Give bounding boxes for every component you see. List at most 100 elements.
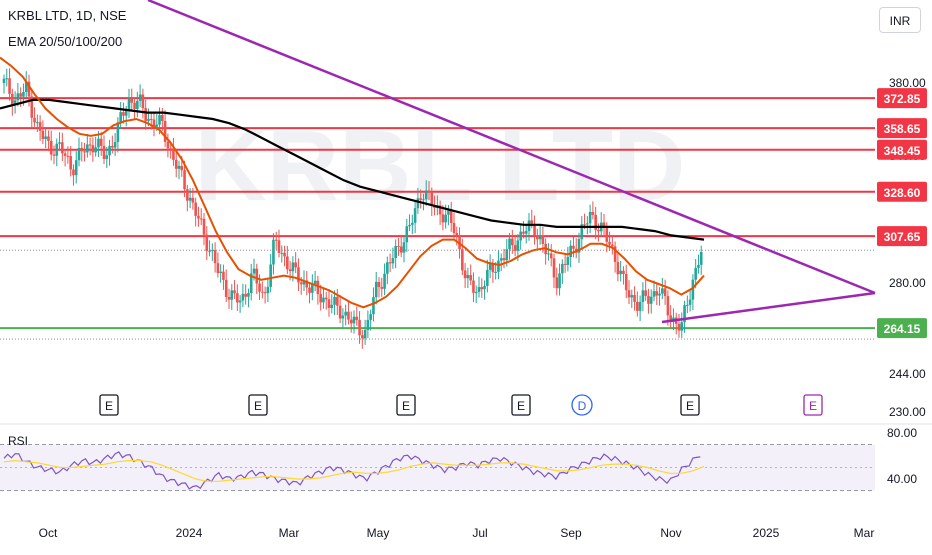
candle-body bbox=[272, 239, 275, 265]
candle-body bbox=[449, 210, 453, 223]
candle-body bbox=[363, 330, 367, 339]
candle-body bbox=[355, 316, 359, 320]
rsi-y-tick: 80.00 bbox=[887, 426, 917, 440]
candle-body bbox=[647, 295, 650, 304]
candle-body bbox=[369, 314, 372, 320]
candle-body bbox=[372, 297, 375, 315]
candle-body bbox=[686, 304, 689, 306]
candle-body bbox=[238, 300, 242, 303]
candle-body bbox=[141, 94, 145, 109]
event-marker-label: E bbox=[809, 399, 817, 413]
candle-body bbox=[138, 94, 142, 101]
candle-body bbox=[552, 258, 556, 278]
candle-body bbox=[277, 240, 281, 253]
candle-body bbox=[558, 273, 561, 289]
candle-body bbox=[591, 211, 595, 215]
candle-body bbox=[30, 96, 34, 118]
earnings-marker bbox=[248, 394, 268, 416]
candle-body bbox=[516, 240, 520, 251]
candle-body bbox=[688, 299, 692, 305]
candle-body bbox=[444, 214, 447, 223]
candle-body bbox=[308, 287, 311, 293]
candle-body bbox=[327, 299, 331, 308]
candle-body bbox=[133, 102, 136, 109]
candle-body bbox=[258, 283, 261, 292]
candle-body bbox=[174, 159, 178, 169]
candle-body bbox=[130, 98, 134, 103]
candle-body bbox=[27, 81, 31, 97]
candle-body bbox=[124, 110, 128, 116]
candle-body bbox=[588, 211, 592, 224]
candle-body bbox=[416, 198, 420, 209]
candle-body bbox=[302, 280, 306, 285]
candle-body bbox=[74, 160, 78, 176]
candle-body bbox=[19, 93, 22, 97]
candle-body bbox=[611, 244, 614, 247]
level-badge bbox=[877, 226, 927, 247]
candle-body bbox=[311, 284, 314, 293]
candle-body bbox=[222, 271, 225, 280]
candle-body bbox=[547, 253, 550, 255]
candle-body bbox=[44, 136, 47, 140]
earnings-marker bbox=[99, 394, 119, 416]
candle-body bbox=[541, 235, 545, 244]
candle-body bbox=[522, 231, 525, 234]
candle-body bbox=[36, 122, 39, 124]
x-tick-label: Nov bbox=[660, 526, 681, 540]
candle-body bbox=[97, 138, 100, 148]
candle-body bbox=[338, 305, 342, 319]
candle-body bbox=[77, 147, 81, 161]
ema-long-line bbox=[0, 98, 705, 241]
candle-body bbox=[55, 143, 59, 156]
candle-body bbox=[349, 319, 353, 324]
earnings-marker bbox=[680, 394, 700, 416]
candle-body bbox=[549, 253, 553, 259]
y-tick-label: 280.00 bbox=[889, 276, 926, 290]
candle-body bbox=[86, 144, 89, 153]
candle-body bbox=[61, 142, 64, 154]
candle-body bbox=[291, 262, 295, 272]
candle-body bbox=[119, 112, 122, 123]
candle-body bbox=[227, 297, 231, 300]
earnings-marker bbox=[803, 394, 823, 416]
candle-body bbox=[497, 260, 500, 272]
candle-body bbox=[47, 136, 50, 141]
candle-body bbox=[427, 190, 431, 193]
candle-body bbox=[530, 220, 534, 224]
x-tick-label: 2024 bbox=[176, 526, 203, 540]
candle-body bbox=[480, 287, 484, 290]
candle-body bbox=[455, 233, 459, 236]
candle-body bbox=[508, 238, 511, 250]
descending-trendline bbox=[147, 0, 876, 295]
candle-body bbox=[627, 290, 631, 298]
candle-body bbox=[186, 189, 189, 201]
candle-body bbox=[683, 305, 686, 323]
candle-body bbox=[572, 245, 575, 249]
candle-body bbox=[188, 197, 192, 201]
ema-short-line bbox=[0, 56, 705, 309]
x-tick-label: Mar bbox=[279, 526, 300, 540]
candle-body bbox=[208, 250, 211, 252]
candle-body bbox=[447, 210, 450, 215]
candle-body bbox=[136, 100, 139, 109]
candle-body bbox=[169, 148, 172, 150]
candle-body bbox=[313, 280, 317, 285]
candle-body bbox=[324, 297, 328, 300]
candle-body bbox=[580, 224, 584, 240]
candle-body bbox=[422, 199, 425, 201]
candle-body bbox=[83, 151, 86, 153]
currency-button[interactable]: INR bbox=[879, 7, 921, 33]
candle-body bbox=[666, 296, 670, 316]
candle-body bbox=[166, 141, 170, 149]
candle-body bbox=[583, 224, 586, 226]
level-badge bbox=[877, 318, 927, 339]
candle-body bbox=[66, 155, 70, 157]
candle-body bbox=[419, 198, 422, 200]
candle-body bbox=[452, 222, 456, 234]
candle-body bbox=[280, 252, 284, 254]
indicator-legend[interactable]: EMA 20/50/100/200 bbox=[8, 34, 123, 49]
candle-body bbox=[694, 267, 697, 280]
candle-body bbox=[261, 291, 264, 293]
candle-body bbox=[33, 117, 36, 123]
